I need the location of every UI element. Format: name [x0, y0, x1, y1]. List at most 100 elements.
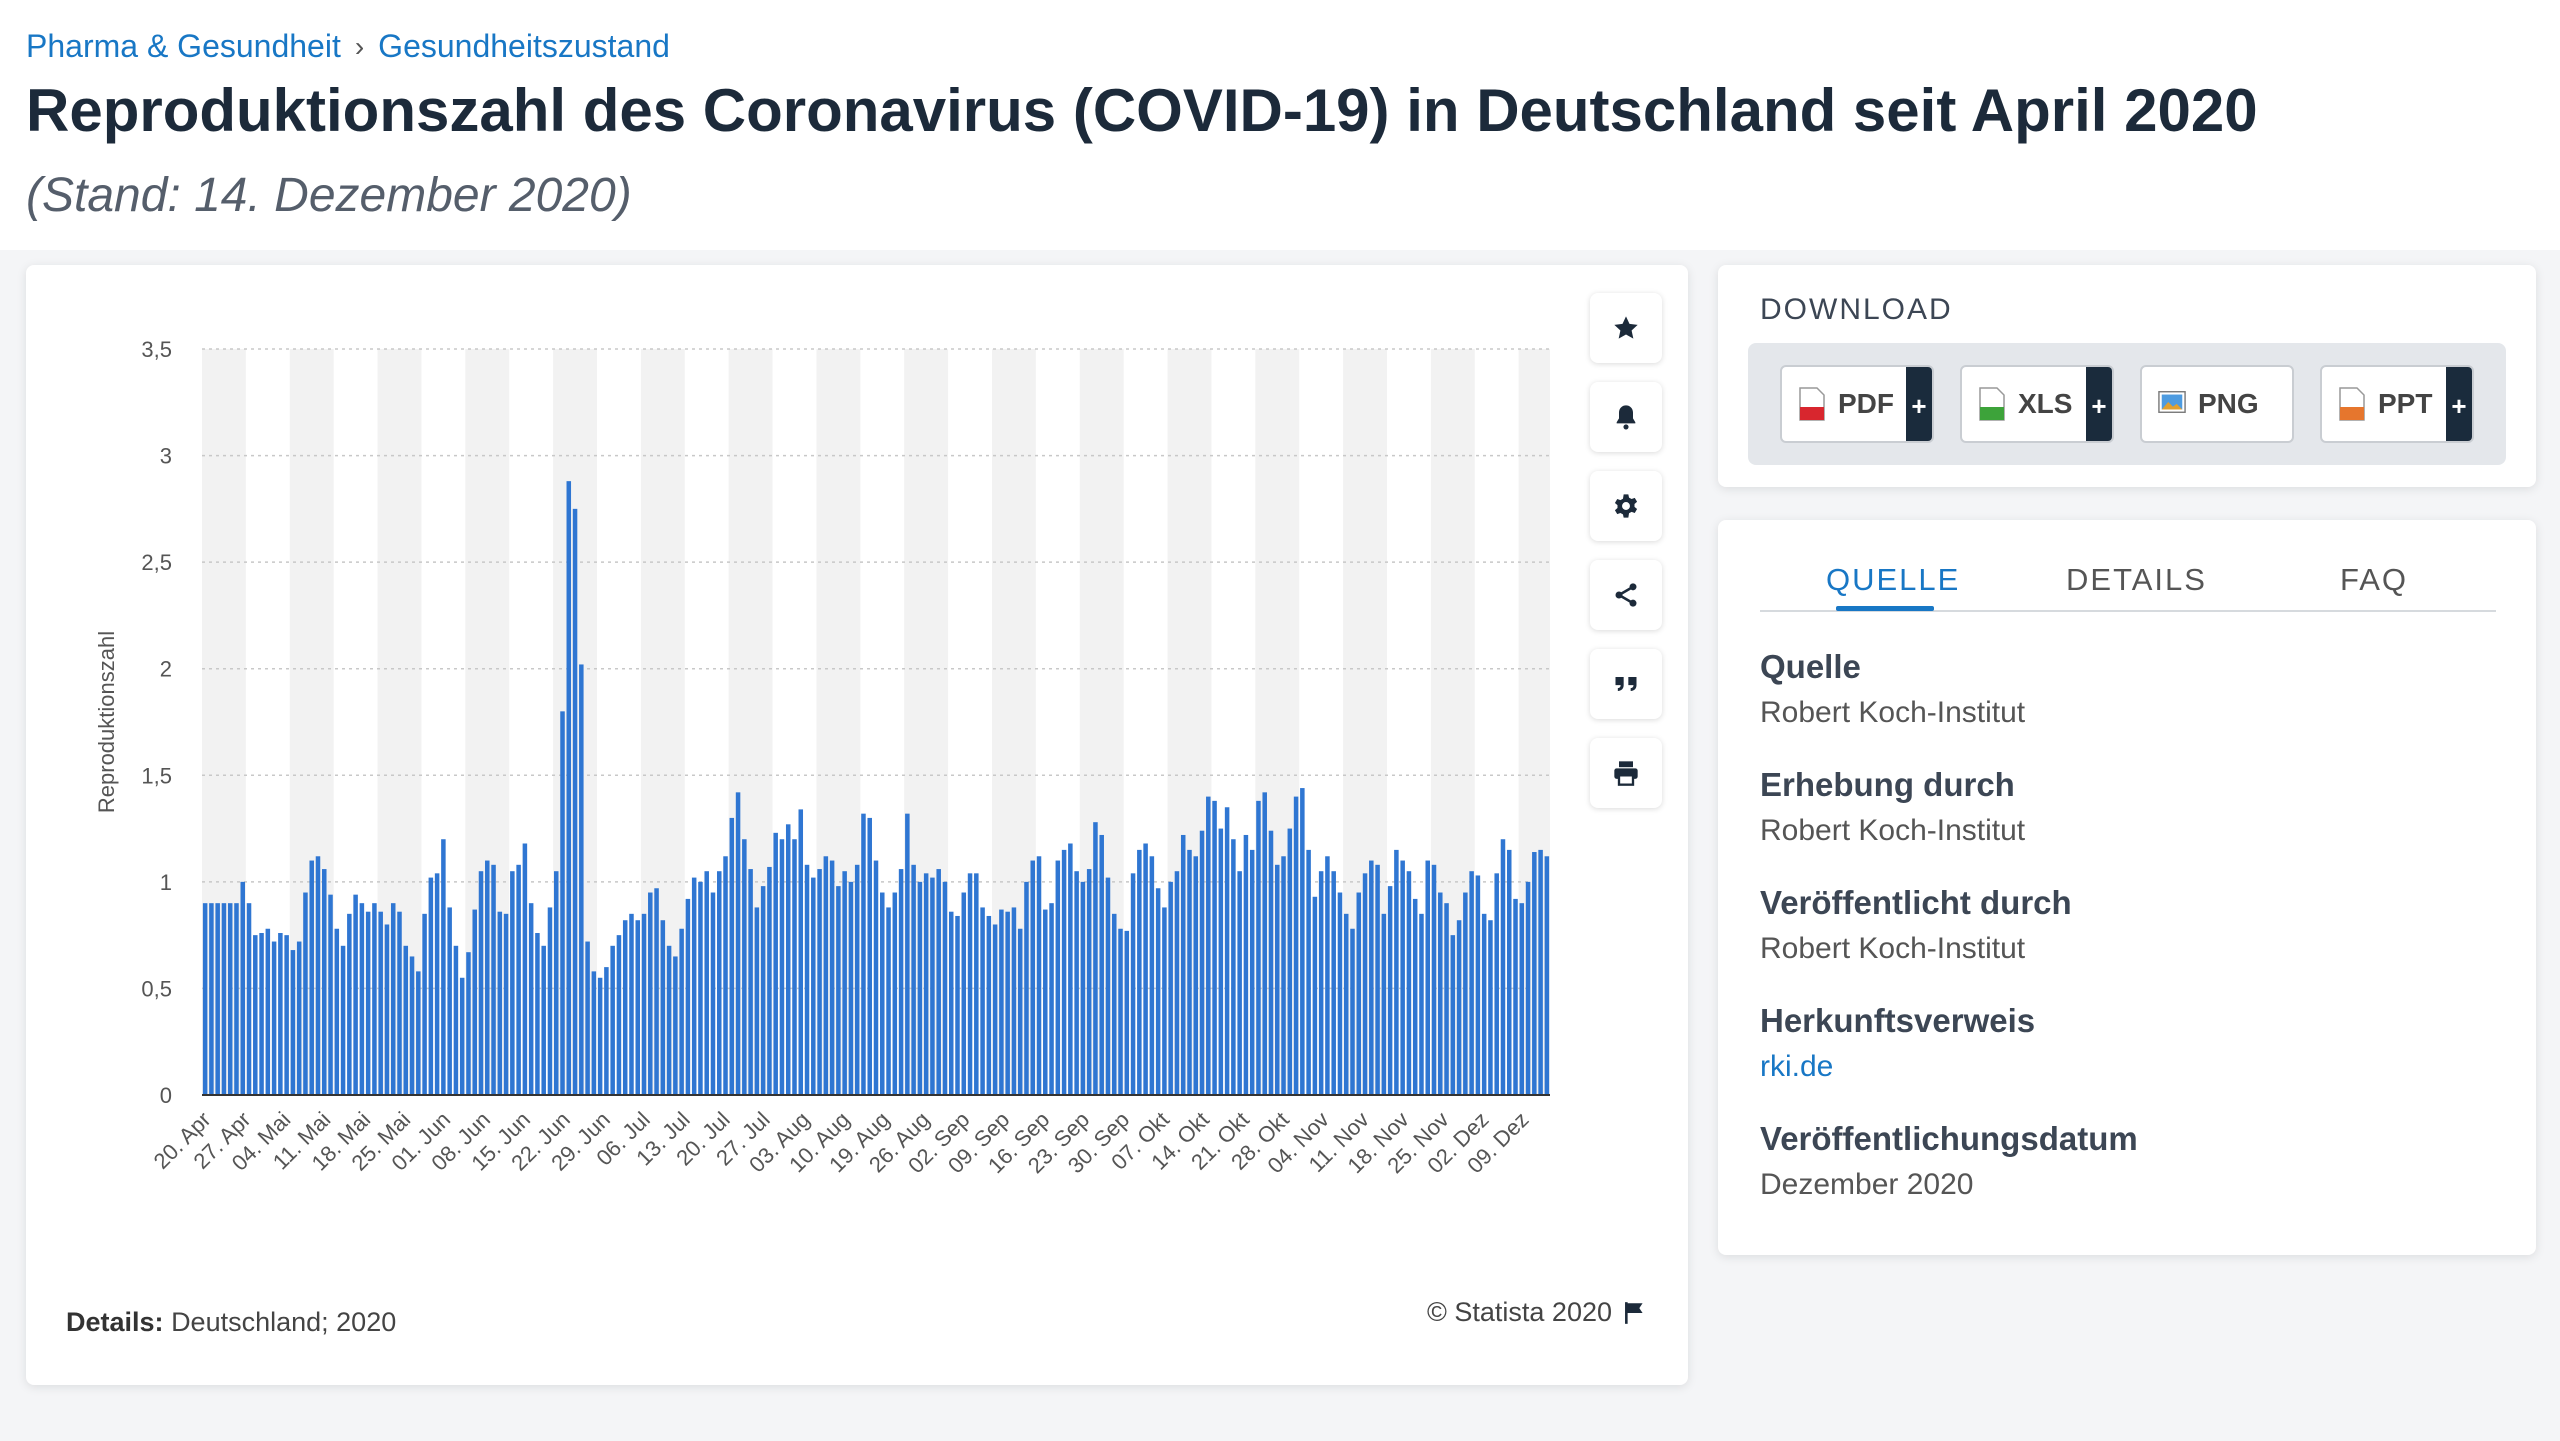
- bar: [691, 877, 697, 1095]
- y-tick-label: 1: [160, 870, 172, 895]
- download-pdf-button[interactable]: PDF +: [1780, 365, 1934, 443]
- y-tick-label: 0: [160, 1083, 172, 1108]
- bar: [961, 892, 967, 1095]
- bar: [1243, 834, 1249, 1095]
- bar: [1475, 875, 1481, 1095]
- bar: [911, 864, 916, 1095]
- bar: [648, 892, 653, 1095]
- print-button[interactable]: [1590, 738, 1662, 808]
- info-value: Robert Koch-Institut: [1760, 696, 2026, 729]
- bar: [209, 903, 214, 1095]
- bar: [616, 935, 622, 1095]
- cite-button[interactable]: [1590, 649, 1662, 719]
- bar: [792, 839, 797, 1095]
- bar: [459, 977, 465, 1095]
- bar: [485, 860, 490, 1095]
- download-png-button[interactable]: PNG: [2140, 365, 2294, 443]
- download-ppt-button[interactable]: PPT +: [2320, 365, 2474, 443]
- y-tick-label: 3: [160, 444, 172, 469]
- favorite-button[interactable]: [1590, 293, 1662, 363]
- bar: [221, 903, 227, 1095]
- bar: [704, 871, 709, 1095]
- bar: [1049, 903, 1054, 1095]
- bar: [516, 864, 521, 1095]
- bar: [660, 920, 666, 1095]
- bar: [1544, 856, 1550, 1095]
- bar: [673, 956, 678, 1095]
- bar: [804, 864, 810, 1095]
- bar: [253, 935, 258, 1095]
- bar: [1180, 834, 1186, 1095]
- share-icon: [1615, 583, 1637, 607]
- breadcrumb-item-gesundheitszustand[interactable]: Gesundheitszustand: [378, 28, 670, 64]
- ppt-file-icon: [2338, 387, 2366, 421]
- bar: [541, 945, 546, 1095]
- bar: [1111, 913, 1117, 1095]
- bar: [528, 903, 534, 1095]
- tab-details[interactable]: DETAILS: [2066, 562, 2207, 597]
- ppt-plus-icon[interactable]: +: [2446, 367, 2472, 441]
- source-link[interactable]: rki.de: [1760, 1050, 1834, 1083]
- xls-plus-icon[interactable]: +: [2086, 367, 2112, 441]
- credit-text[interactable]: © Statista 2020: [1426, 1297, 1612, 1327]
- xls-file-icon: [1978, 387, 2006, 421]
- y-tick-label: 1,5: [141, 763, 172, 788]
- bar: [347, 913, 352, 1095]
- bar: [1086, 869, 1092, 1095]
- bar: [1193, 856, 1199, 1095]
- info-item-veroeffentlicht: Veröffentlicht durch Robert Koch-Institu…: [1760, 884, 2072, 966]
- bar: [1350, 928, 1355, 1095]
- info-key: Herkunftsverweis: [1760, 1002, 2036, 1039]
- bar: [1074, 871, 1079, 1095]
- bar: [1450, 935, 1456, 1095]
- y-axis-label: Reproduktionszahl: [94, 631, 119, 813]
- y-tick-label: 3,5: [141, 337, 172, 362]
- bar: [409, 956, 415, 1095]
- bar: [365, 911, 371, 1095]
- info-value: Robert Koch-Institut: [1760, 814, 2026, 847]
- bar: [1130, 873, 1136, 1095]
- bar: [353, 894, 358, 1095]
- settings-button[interactable]: [1590, 471, 1662, 541]
- share-button[interactable]: [1590, 560, 1662, 630]
- tab-faq[interactable]: FAQ: [2340, 562, 2409, 597]
- bar: [923, 873, 929, 1095]
- bar: [378, 911, 383, 1095]
- bar: [503, 913, 509, 1095]
- breadcrumb-separator: ›: [354, 30, 365, 62]
- bar: [898, 869, 904, 1095]
- breadcrumb-item-pharma[interactable]: Pharma & Gesundheit: [26, 28, 341, 64]
- chart-details: Details: Deutschland; 2020: [66, 1307, 396, 1338]
- bar: [1343, 913, 1349, 1095]
- bar: [930, 877, 935, 1095]
- bar: [472, 909, 477, 1095]
- bar: [1206, 796, 1211, 1095]
- bar: [428, 877, 434, 1095]
- bar: [685, 898, 691, 1095]
- details-value: Deutschland; 2020: [171, 1307, 397, 1337]
- bar: [1513, 898, 1518, 1095]
- pdf-plus-icon[interactable]: +: [1906, 367, 1932, 441]
- bar: [798, 809, 804, 1095]
- bar: [334, 928, 340, 1095]
- bar: [641, 913, 647, 1095]
- bar: [585, 941, 590, 1095]
- bar: [1481, 913, 1487, 1095]
- bar: [566, 481, 572, 1095]
- notification-button[interactable]: [1590, 382, 1662, 452]
- bar: [905, 813, 910, 1095]
- bar: [416, 971, 421, 1095]
- bar: [1155, 888, 1161, 1095]
- download-xls-button[interactable]: XLS +: [1960, 365, 2114, 443]
- bar: [829, 860, 835, 1095]
- bar: [328, 894, 333, 1095]
- bar: [974, 873, 979, 1095]
- bar: [1293, 796, 1299, 1095]
- flag-icon[interactable]: [1622, 1300, 1648, 1326]
- bar: [1425, 860, 1430, 1095]
- info-item-datum: Veröffentlichungsdatum Dezember 2020: [1760, 1120, 2138, 1202]
- bar: [1532, 852, 1537, 1095]
- tab-quelle[interactable]: QUELLE: [1826, 562, 1961, 597]
- bar: [1174, 871, 1180, 1095]
- bar: [992, 924, 998, 1095]
